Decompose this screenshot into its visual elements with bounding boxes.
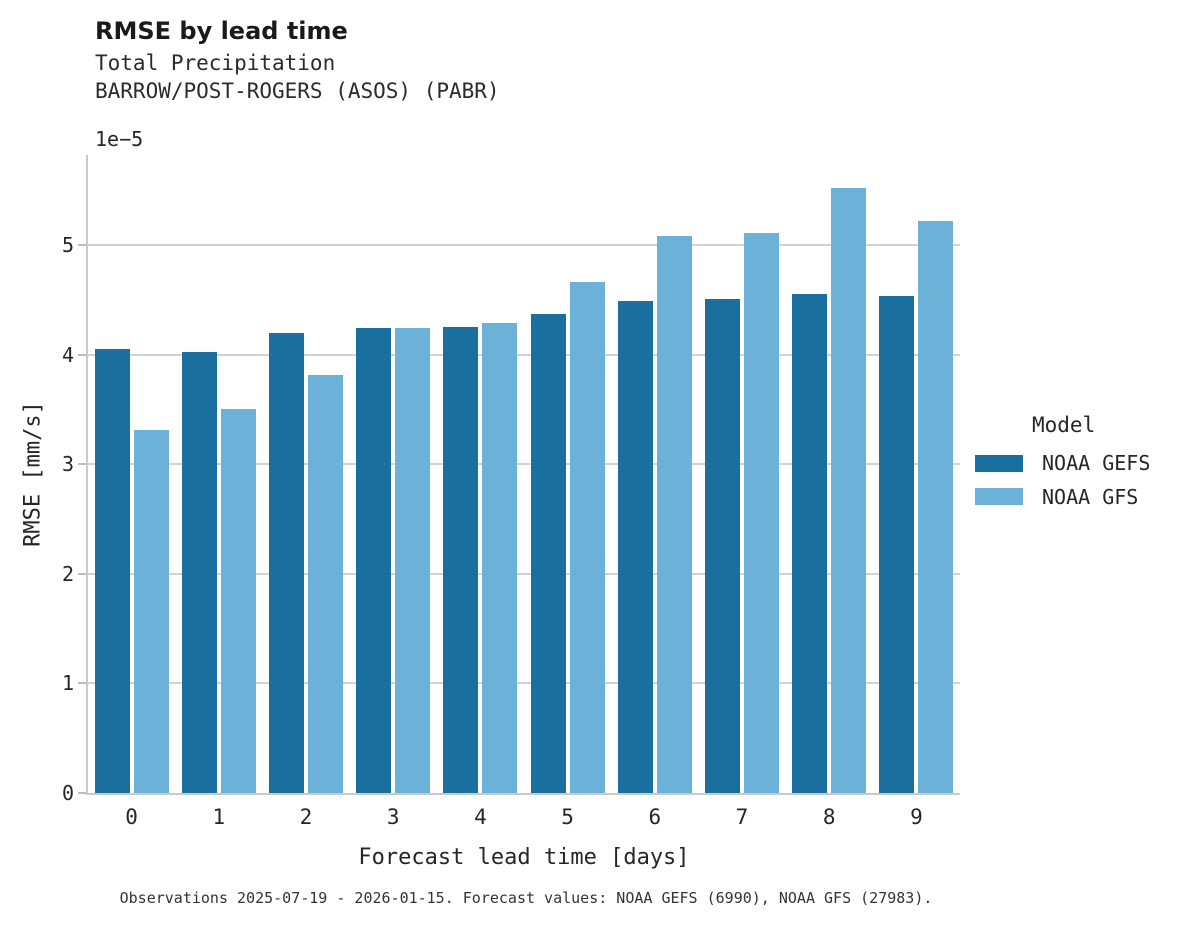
legend-swatch-noaa-gefs [975,455,1023,472]
y-tick-label-4: 4 [61,342,74,367]
y-tick-mark-1 [78,682,86,685]
x-tick-label-6: 6 [648,805,662,829]
bar-noaa-gfs-day-3 [395,328,431,793]
legend-title: Model [1032,413,1096,437]
bar-noaa-gfs-day-4 [482,322,518,793]
legend-label-noaa-gefs: NOAA GEFS [1042,451,1151,475]
bar-group-day-9 [873,155,960,793]
x-tick-label-9: 9 [910,805,923,829]
footer-note: Observations 2025-07-19 - 2026-01-15. Fo… [119,889,933,907]
y-tick-label-1: 1 [61,671,74,696]
x-tick-label-1: 1 [212,805,226,829]
legend-swatch-noaa-gfs [975,488,1023,505]
bar-noaa-gefs-day-0 [94,349,130,793]
bar-group-day-2 [262,155,349,793]
bar-noaa-gfs-day-6 [656,236,692,793]
bar-noaa-gefs-day-3 [356,328,392,793]
chart-subtitle-variable: Total Precipitation [95,51,336,75]
x-tick-label-8: 8 [822,805,836,829]
x-tick-label-3: 3 [386,805,400,829]
x-tick-label-5: 5 [561,805,574,829]
bar-group-day-7 [698,155,785,793]
bar-group-day-6 [611,155,698,793]
gridline-y-1 [88,682,960,685]
y-tick-mark-5 [78,243,86,246]
y-tick-label-0: 0 [61,781,74,805]
gridline-y-2 [88,572,960,575]
bar-noaa-gfs-day-1 [220,409,256,793]
y-tick-mark-3 [78,463,86,466]
y-tick-mark-4 [78,353,86,356]
bar-noaa-gfs-day-9 [918,220,954,793]
bar-group-day-8 [786,155,873,793]
y-tick-label-2: 2 [61,561,74,586]
y-tick-label-5: 5 [61,232,74,257]
x-axis-spine [86,793,960,795]
bar-group-day-5 [524,155,611,793]
chart-subtitle-station: BARROW/POST-ROGERS (ASOS) (PABR) [95,79,500,103]
plot-area: 0 1 2 3 4 5 0 1 2 3 4 5 6 7 8 9 [62,155,960,829]
bar-noaa-gfs-day-7 [743,232,779,793]
bar-noaa-gefs-day-9 [879,296,915,793]
x-tick-label-0: 0 [125,805,138,829]
x-tick-label-7: 7 [735,805,749,829]
gridline-y-4 [88,353,960,356]
bar-noaa-gefs-day-5 [530,313,566,793]
bar-noaa-gefs-day-1 [181,352,217,793]
x-tick-label-2: 2 [299,805,313,829]
bar-noaa-gefs-day-8 [792,294,828,793]
y-tick-mark-0 [78,792,86,794]
bar-noaa-gefs-day-4 [443,327,479,793]
bar-noaa-gefs-day-6 [617,300,653,793]
y-axis-spine [86,155,88,795]
bar-group-day-4 [437,155,524,793]
y-tick-mark-2 [78,572,86,575]
bar-group-day-0 [88,155,175,793]
legend-label-noaa-gfs: NOAA GFS [1042,485,1139,509]
bar-noaa-gefs-day-7 [704,298,740,793]
y-tick-label-3: 3 [61,452,74,477]
bar-noaa-gfs-day-5 [569,282,605,793]
x-axis-title: Forecast lead time [days] [358,845,690,870]
y-axis-offset-label: 1e−5 [95,127,144,151]
bar-group-day-1 [175,155,262,793]
x-tick-label-4: 4 [474,805,487,829]
bar-noaa-gfs-day-0 [133,430,169,793]
bar-noaa-gfs-day-2 [307,375,343,793]
bar-noaa-gefs-day-2 [268,332,304,793]
gridline-y-5 [88,243,960,246]
chart-title: RMSE by lead time [95,17,348,45]
bar-noaa-gfs-day-8 [831,187,867,793]
bar-group-day-3 [350,155,437,793]
gridline-y-3 [88,463,960,466]
